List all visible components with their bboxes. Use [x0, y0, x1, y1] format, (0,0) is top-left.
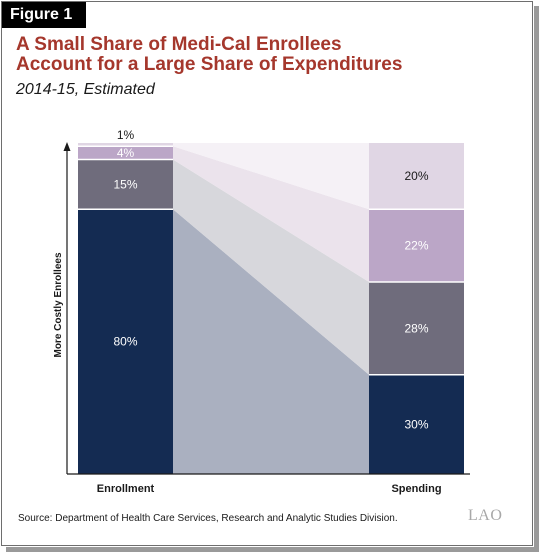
chart-title-line-2: Account for a Large Share of Expenditure…	[16, 54, 403, 75]
data-label-spending-2: 28%	[404, 321, 428, 335]
frame-shadow-bottom	[6, 547, 539, 552]
connector-band-2	[173, 159, 369, 375]
connector-band-4	[173, 143, 369, 210]
category-label-enrollment: Enrollment	[97, 483, 155, 495]
data-label-enrollment-4: 1%	[117, 128, 135, 142]
category-label-spending: Spending	[391, 483, 441, 495]
bar-enrollment-segment-4	[78, 143, 173, 147]
data-label-enrollment-3: 4%	[117, 146, 135, 160]
bar-enrollment-segment-3	[78, 146, 173, 160]
chart-title-line-1: A Small Share of Medi-Cal Enrollees	[16, 34, 342, 55]
connector-band-3	[173, 146, 369, 283]
y-axis-label: More Costly Enrollees	[53, 252, 64, 357]
frame-shadow-right	[534, 6, 539, 550]
chart-subtitle: 2014-15, Estimated	[16, 81, 155, 98]
figure-label: Figure 1	[2, 2, 86, 28]
bar-enrollment-segment-1	[78, 209, 173, 474]
bar-enrollment-segment-2	[78, 159, 173, 210]
bar-spending-segment-1	[369, 374, 464, 474]
bar-spending-segment-4	[369, 143, 464, 210]
bar-spending-segment-2	[369, 282, 464, 375]
data-label-spending-4: 20%	[404, 169, 428, 183]
connector-band-1	[173, 209, 369, 474]
data-label-spending-1: 30%	[404, 417, 428, 431]
source-note: Source: Department of Health Care Servic…	[18, 513, 398, 524]
lao-logo: LAO	[468, 507, 503, 524]
data-label-enrollment-1: 80%	[113, 335, 137, 349]
data-label-spending-3: 22%	[404, 239, 428, 253]
y-axis-arrow-icon	[63, 142, 71, 151]
bar-spending-segment-3	[369, 209, 464, 283]
chart-title: A Small Share of Medi-Cal Enrollees Acco…	[16, 35, 516, 75]
data-label-enrollment-2: 15%	[113, 177, 137, 191]
